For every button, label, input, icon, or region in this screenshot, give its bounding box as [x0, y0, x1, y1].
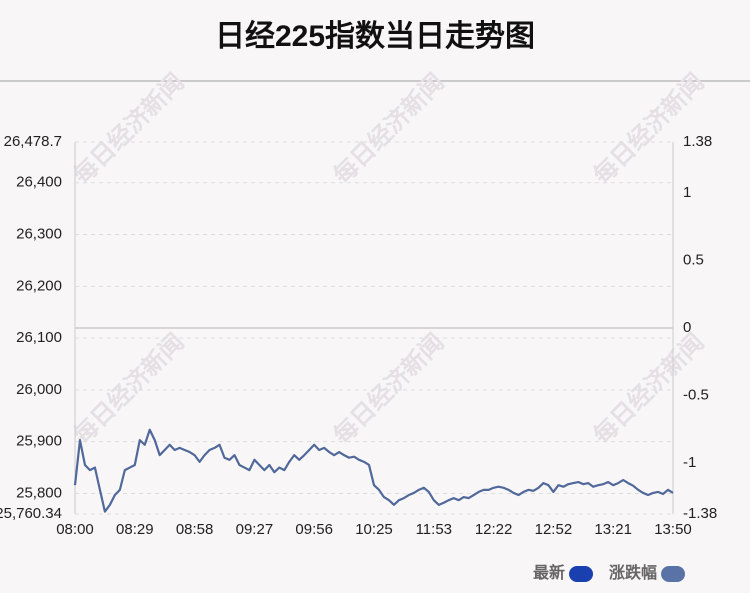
x-tick-label: 12:22: [475, 521, 513, 538]
y-tick-label: 26,200: [16, 277, 62, 294]
legend-swatch: [569, 566, 594, 582]
legend-label: 涨跌幅: [609, 563, 657, 582]
x-tick-label: 08:58: [176, 521, 214, 538]
y2-tick-label: 1.38: [683, 133, 712, 150]
y2-tick-label: 0: [683, 319, 691, 336]
chart-title: 日经225指数当日走势图: [215, 19, 535, 53]
x-tick-label: 08:00: [56, 521, 94, 538]
x-tick-label: 12:52: [535, 521, 573, 538]
legend-swatch: [661, 566, 686, 582]
x-tick-label: 10:25: [355, 521, 393, 538]
y-tick-label: 26,300: [16, 226, 62, 243]
y-tick-label: 26,100: [16, 329, 62, 346]
y2-tick-label: -1.38: [683, 505, 717, 522]
y-tick-label: 25,760.34: [0, 505, 62, 522]
y2-tick-label: 0.5: [683, 252, 704, 269]
x-tick-label: 13:50: [654, 521, 692, 538]
price-line: [73, 428, 674, 513]
y-tick-label: 26,400: [16, 174, 62, 191]
y-tick-label: 26,000: [16, 381, 62, 398]
y-tick-label: 25,900: [16, 433, 62, 450]
x-tick-label: 11:53: [416, 521, 452, 538]
y2-tick-label: -0.5: [683, 386, 709, 403]
x-tick-label: 13:21: [594, 521, 632, 538]
y2-tick-label: 1: [683, 184, 691, 201]
y-tick-label: 26,478.7: [4, 133, 62, 150]
y-tick-label: 25,800: [16, 484, 62, 501]
x-tick-label: 09:56: [295, 521, 333, 538]
legend-label: 最新: [533, 563, 565, 582]
x-tick-label: 09:27: [236, 521, 274, 538]
x-tick-label: 08:29: [116, 521, 154, 538]
y2-tick-label: -1: [683, 454, 696, 471]
